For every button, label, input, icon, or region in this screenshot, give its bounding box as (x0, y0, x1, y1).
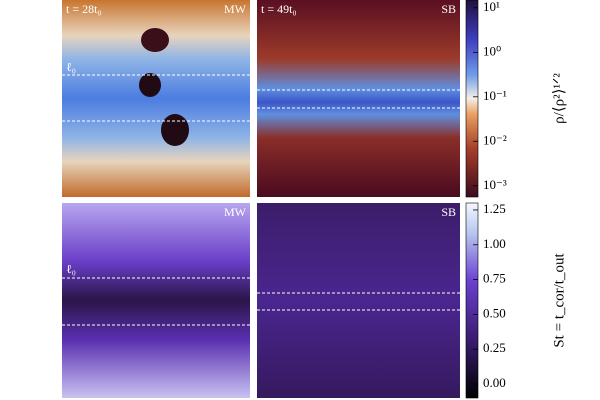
panel-time: t = 28t₀ (66, 2, 102, 16)
panel-image (257, 203, 460, 398)
panel-time: t = 49t₀ (261, 2, 297, 16)
colorbar-tick-label: 10⁻² (483, 132, 507, 147)
colorbar (465, 202, 479, 399)
panel-image (257, 0, 460, 197)
colorbar-label: ρ/⟨ρ²⟩¹ᐟ² (551, 73, 567, 124)
colorbar-tick-label: 0.00 (483, 375, 506, 390)
colorbar-tick-label: 0.50 (483, 305, 506, 320)
colorbar-label: St = t_cor/t_out (551, 253, 567, 348)
panel-label: MW (224, 2, 247, 16)
colorbar-tick-label: 10⁻³ (483, 177, 507, 192)
colorbar-tick-label: 1.25 (483, 201, 506, 216)
colorbar-tick-label: 10⁻¹ (483, 88, 507, 103)
scale-label: ℓ₀ (66, 262, 76, 276)
scale-label: ℓ₀ (66, 60, 76, 74)
panel-label: MW (224, 205, 247, 219)
clump (161, 114, 189, 146)
colorbar-tick-label: 10¹ (483, 0, 500, 14)
colorbar-tick-label: 0.25 (483, 340, 506, 355)
clump (141, 28, 169, 52)
dashed-lines (62, 74, 460, 326)
colorbar-tick-label: 10⁰ (483, 43, 501, 58)
colorbar-tick-label: 0.75 (483, 271, 506, 286)
clump (139, 73, 161, 97)
colorbar-tick-label: 1.00 (483, 236, 506, 251)
panel-label: SB (441, 205, 456, 219)
panel-label: SB (441, 2, 456, 16)
colorbar (465, 0, 479, 198)
panel-image (62, 203, 250, 398)
